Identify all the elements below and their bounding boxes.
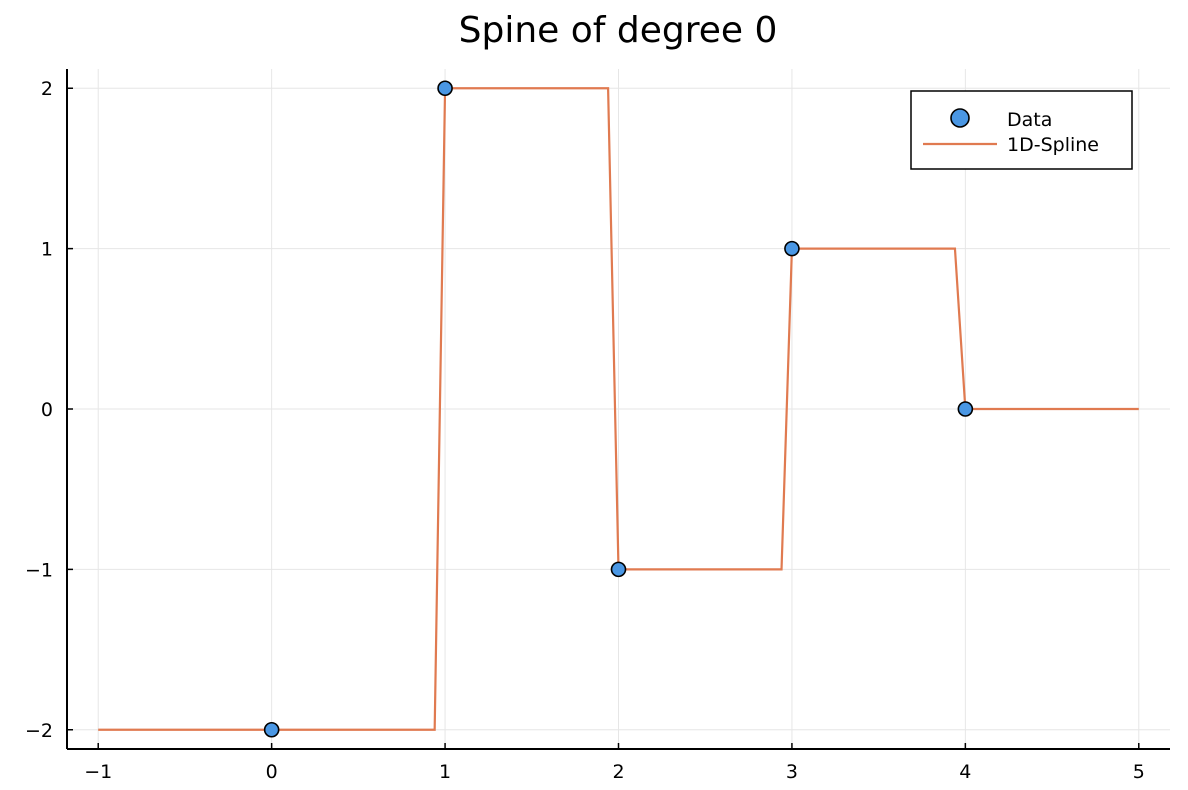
y-tick-label: −1 [25, 559, 53, 581]
y-tick-label: −2 [25, 720, 53, 742]
legend-label-data: Data [1007, 109, 1052, 131]
data-point [784, 240, 800, 257]
legend-label-spline: 1D-Spline [1007, 134, 1099, 156]
x-tick-label: 4 [959, 761, 971, 783]
x-tick-label: 2 [612, 761, 624, 783]
axes: −1 0 1 2 3 4 5 −2 −1 0 1 2 [25, 69, 1170, 783]
spline-line [98, 87, 1139, 731]
data-point [263, 721, 280, 738]
data-point [437, 80, 453, 97]
chart-title: Spine of degree 0 [459, 10, 778, 51]
legend-marker-data [950, 108, 970, 128]
plot-area [98, 80, 1139, 738]
y-tick-label: 1 [41, 239, 53, 261]
legend: Data 1D-Spline [910, 90, 1133, 170]
y-tick-label: 2 [41, 78, 53, 100]
y-tick-label: 0 [41, 399, 53, 421]
data-point [957, 401, 974, 417]
x-tick-label: 0 [266, 761, 278, 783]
x-tick-label: 1 [439, 761, 451, 783]
x-tick-label: 3 [786, 761, 798, 783]
x-tick-label: −1 [84, 761, 112, 783]
legend-box [910, 90, 1133, 170]
data-point [610, 561, 627, 578]
x-tick-label: 5 [1133, 761, 1145, 783]
